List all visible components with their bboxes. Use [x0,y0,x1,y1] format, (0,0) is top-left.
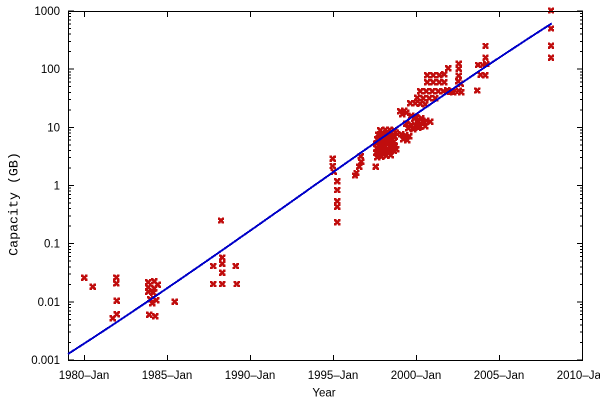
svg-text:0.01: 0.01 [38,297,60,309]
svg-text:1990–Jan: 1990–Jan [225,370,276,382]
svg-text:2010–Jan: 2010–Jan [557,370,600,382]
svg-text:10: 10 [47,122,60,134]
svg-text:2000–Jan: 2000–Jan [391,370,442,382]
svg-text:1995–Jan: 1995–Jan [308,370,359,382]
svg-text:Year: Year [312,388,335,400]
svg-text:1980–Jan: 1980–Jan [59,370,110,382]
svg-text:1985–Jan: 1985–Jan [142,370,193,382]
svg-text:0.1: 0.1 [44,239,60,251]
svg-text:0.001: 0.001 [31,355,60,367]
svg-text:Capacity (GB): Capacity (GB) [7,152,22,256]
svg-text:2005–Jan: 2005–Jan [474,370,525,382]
svg-text:100: 100 [41,64,60,76]
svg-text:1000: 1000 [34,6,60,18]
svg-text:1: 1 [54,181,60,193]
